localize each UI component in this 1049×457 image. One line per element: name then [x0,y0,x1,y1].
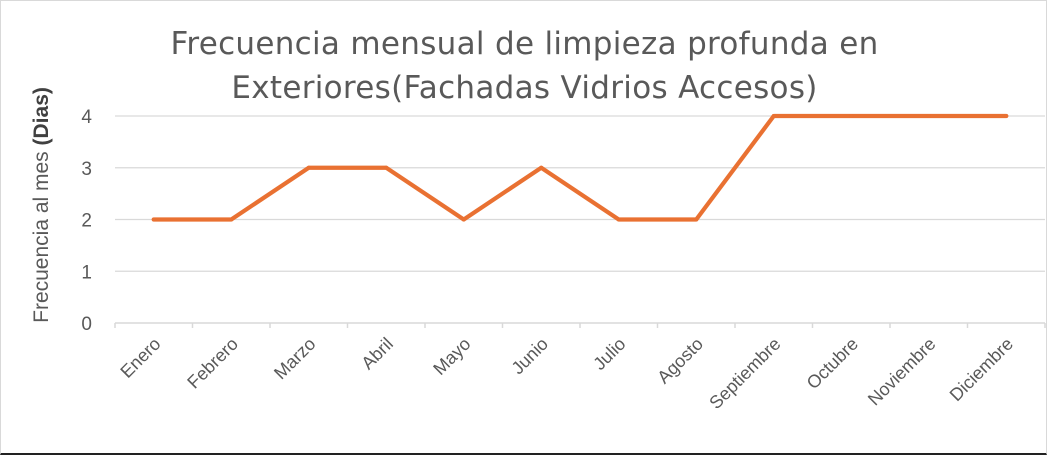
series-group [151,113,1009,222]
data-point-agosto [694,217,699,222]
y-axis-ticks: 0 1 2 3 4 [81,107,92,335]
series-line [151,113,1009,222]
x-tick-label: Enero [116,334,164,382]
data-point-octubre [849,114,854,118]
x-tick-label: Junio [508,334,553,379]
data-point-junio [539,165,544,170]
y-tick-label: 4 [81,107,92,128]
x-axis [114,322,1046,328]
x-tick-label: Abril [357,334,397,374]
y-tick-label: 0 [81,314,92,335]
y-tick-label: 1 [81,262,92,283]
x-axis-ticks: Enero Febrero Marzo Abril Mayo Junio Julio Agos… [116,334,1017,413]
data-point-noviembre [926,114,931,118]
x-tick-label: Febrero [183,334,242,393]
y-tick-label: 2 [81,211,92,232]
y-tick-label: 3 [81,159,92,180]
data-point-enero [151,217,156,222]
data-point-abril [384,165,389,170]
chart-title-line-2: Exteriores(Fachadas Vidrios Accesos) [231,70,818,106]
data-point-febrero [229,217,234,222]
x-tick-label: Julio [589,334,629,374]
data-point-julio [616,217,621,222]
x-tick-label: Noviembre [864,334,940,410]
data-point-septiembre [771,114,776,118]
chart-title-line-1: Frecuencia mensual de limpieza profunda … [170,26,879,62]
x-tick-label: Septiembre [705,334,784,413]
chart-title: Frecuencia mensual de limpieza profunda … [0,22,1049,110]
x-tick-label: Marzo [270,334,320,384]
x-tick-label: Diciembre [946,334,1017,405]
x-tick-label: Mayo [429,334,474,379]
data-point-marzo [306,165,311,170]
x-tick-label: Agosto [653,334,707,388]
data-point-diciembre [1004,114,1009,118]
x-tick-label: Octubre [803,334,862,393]
data-point-mayo [461,217,466,222]
